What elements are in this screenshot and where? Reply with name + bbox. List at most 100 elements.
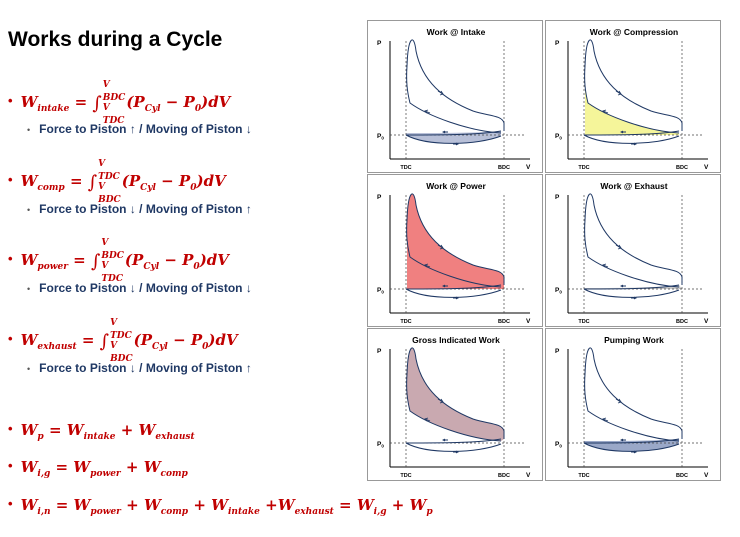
intake-curve [405, 134, 502, 144]
p-axis-label: P [377, 40, 382, 47]
arrow-compression [424, 263, 431, 268]
panel-pumping: Pumping Work P P0 V TDC BDC [545, 328, 721, 481]
equation-w-p: • Wp = Wintake + Wexhaust [8, 421, 195, 442]
integral-sign: ∫ [90, 250, 101, 272]
arrow-intake [631, 450, 638, 454]
arrow-intake [453, 296, 460, 300]
work-region [584, 285, 682, 289]
work-region [407, 193, 504, 289]
p0-label: P0 [555, 287, 562, 295]
bullet: • [8, 250, 13, 266]
bullet: • [8, 421, 13, 436]
arrow-compression [602, 109, 609, 114]
power-curve [584, 193, 683, 285]
p-axis-label: P [377, 348, 382, 355]
power-curve [584, 39, 683, 131]
v-axis-label: V [704, 472, 709, 479]
arrow-intake [631, 296, 638, 300]
p0-subscript: 0 [559, 136, 562, 141]
p0-subscript: 0 [559, 444, 562, 449]
p0-label: P0 [377, 133, 384, 141]
arrow-compression [602, 417, 609, 422]
arrow-compression [424, 417, 431, 422]
panel-title: Work @ Exhaust [600, 181, 667, 191]
arrow-power [615, 244, 622, 250]
pv-diagram: Work @ Compression P P0 V TDC BDC [555, 27, 709, 171]
p0-subscript: 0 [381, 136, 384, 141]
arrow-compression [602, 263, 609, 268]
arrow-exhaust [619, 438, 626, 442]
exhaust-curve [583, 438, 680, 444]
page-title: Works during a Cycle [8, 28, 223, 51]
tdc-label: TDC [578, 473, 589, 479]
intake-curve [583, 442, 680, 452]
arrow-intake [453, 450, 460, 454]
note-comp: • Force to Piston ↓ / Moving of Piston ↑ [27, 202, 252, 216]
pv-diagram: Work @ Power P P0 V TDC BDC [377, 181, 531, 325]
note-intake: • Force to Piston ↑ / Moving of Piston ↓ [27, 122, 252, 136]
p0-label: P0 [377, 441, 384, 449]
bdc-label: BDC [676, 165, 688, 171]
p-axis-label: P [377, 194, 382, 201]
p0-label: P0 [377, 287, 384, 295]
equation-w-exhaust: • Wexhaust = ∫ V TDC V BDC (PCyl − P0)dV [8, 318, 238, 364]
equation-w-power: • Wpower = ∫ V BDC V TDC (PCyl − P0)dV [8, 238, 229, 284]
bullet: • [8, 458, 13, 473]
p-axis-label: P [555, 40, 560, 47]
compression-curve [584, 65, 680, 134]
pv-diagram: Gross Indicated Work P P0 V TDC BDC [377, 335, 531, 479]
bdc-label: BDC [676, 473, 688, 479]
integral-sign: ∫ [92, 92, 102, 114]
pv-diagram: Pumping Work P P0 V TDC BDC [555, 335, 709, 479]
tdc-label: TDC [578, 165, 589, 171]
arrow-intake [631, 142, 638, 146]
tdc-label: TDC [578, 319, 589, 325]
arrow-compression [424, 109, 431, 114]
exhaust-curve [405, 130, 502, 136]
tdc-label: TDC [400, 165, 411, 171]
compression-curve [584, 219, 680, 288]
intake-curve [405, 288, 502, 298]
arrow-intake [453, 142, 460, 146]
arrow-exhaust [619, 130, 626, 134]
arrow-power [437, 90, 444, 96]
v-axis-label: V [526, 318, 531, 325]
arrow-power [615, 90, 622, 96]
panel-title: Pumping Work [604, 335, 664, 345]
work-region [584, 66, 679, 135]
p-axis-label: P [555, 194, 560, 201]
power-curve [406, 193, 505, 285]
panel-gross: Gross Indicated Work P P0 V TDC BDC [367, 328, 543, 481]
equation-w-comp: • Wcomp = ∫ V TDC V BDC (PCyl − P0)dV [8, 159, 226, 205]
arrow-exhaust [441, 438, 448, 442]
bullet: • [8, 330, 13, 346]
bdc-label: BDC [498, 319, 510, 325]
note-exhaust: • Force to Piston ↓ / Moving of Piston ↑ [27, 361, 252, 375]
arrow-exhaust [441, 130, 448, 134]
panel-title: Work @ Intake [427, 27, 486, 37]
work-region [406, 347, 504, 441]
work-region [406, 131, 501, 144]
panel-title: Work @ Power [426, 181, 486, 191]
v-axis-label: V [526, 164, 531, 171]
intake-curve [405, 442, 502, 452]
bdc-label: BDC [498, 473, 510, 479]
bullet: • [8, 496, 13, 511]
intake-curve [583, 288, 680, 298]
panel-compression: Work @ Compression P P0 V TDC BDC [545, 20, 721, 173]
v-axis-label: V [704, 318, 709, 325]
p0-subscript: 0 [559, 290, 562, 295]
tdc-label: TDC [400, 319, 411, 325]
bdc-label: BDC [498, 165, 510, 171]
power-curve [584, 347, 683, 439]
integral-sign: ∫ [87, 171, 98, 193]
exhaust-curve [405, 438, 502, 444]
compression-curve [584, 373, 680, 442]
work-region [584, 439, 679, 452]
arrow-power [437, 398, 444, 404]
compression-curve [406, 373, 502, 442]
arrow-power [437, 244, 444, 250]
equation-w-ig: • Wi,g = Wpower + Wcomp [8, 458, 188, 479]
pv-diagram: Work @ Exhaust P P0 V TDC BDC [555, 181, 709, 325]
p0-label: P0 [555, 441, 562, 449]
